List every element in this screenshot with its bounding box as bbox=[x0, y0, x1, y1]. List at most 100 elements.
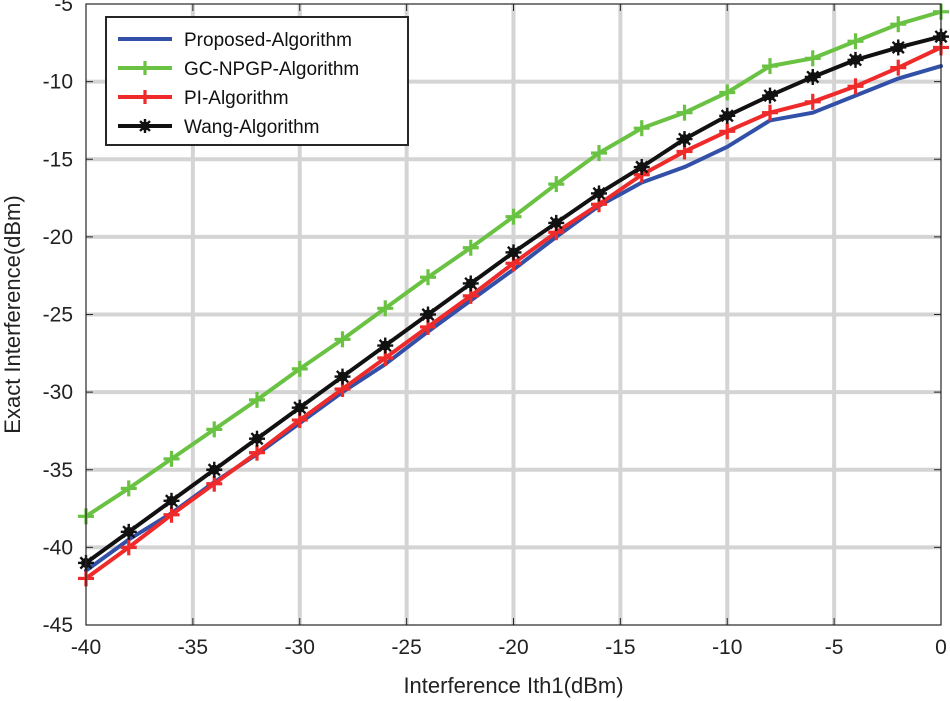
legend-marker-gc-npgp-algorithm bbox=[138, 61, 152, 75]
marker-stroke bbox=[464, 276, 478, 290]
x-tick-label: -40 bbox=[71, 636, 101, 659]
data-point-wang-algorithm bbox=[847, 51, 864, 68]
data-point-gc-npgp-algorithm bbox=[676, 104, 693, 121]
x-tick-label: -30 bbox=[285, 636, 315, 659]
series-gc-npgp-algorithm bbox=[78, 3, 949, 525]
data-point-gc-npgp-algorithm bbox=[762, 58, 778, 75]
marker-stroke bbox=[122, 525, 136, 539]
data-point-gc-npgp-algorithm bbox=[120, 480, 137, 497]
data-point-gc-npgp-algorithm bbox=[719, 84, 736, 101]
data-point-wang-algorithm bbox=[377, 337, 394, 354]
data-point-wang-algorithm bbox=[249, 430, 265, 447]
marker-stroke bbox=[164, 494, 179, 508]
data-point-pi-algorithm bbox=[890, 59, 907, 76]
marker-stroke bbox=[293, 401, 307, 415]
data-point-wang-algorithm bbox=[163, 492, 180, 509]
data-point-wang-algorithm bbox=[462, 275, 479, 292]
marker-stroke bbox=[421, 307, 435, 322]
data-point-pi-algorithm bbox=[120, 539, 137, 556]
legend-marker-pi-algorithm bbox=[138, 90, 152, 104]
marker-stroke bbox=[250, 432, 264, 446]
data-point-gc-npgp-algorithm bbox=[847, 33, 864, 50]
data-point-wang-algorithm bbox=[676, 131, 693, 148]
data-point-gc-npgp-algorithm bbox=[890, 16, 907, 33]
legend-label-proposed-algorithm: Proposed-Algorithm bbox=[184, 30, 352, 51]
marker-stroke bbox=[635, 160, 649, 174]
marker-stroke bbox=[592, 186, 606, 200]
x-tick-label: 0 bbox=[935, 636, 947, 659]
legend-entry-wang-algorithm: Wang-Algorithm bbox=[118, 117, 320, 138]
data-point-gc-npgp-algorithm bbox=[591, 145, 607, 162]
data-point-wang-algorithm bbox=[591, 185, 607, 202]
data-point-wang-algorithm bbox=[890, 39, 907, 56]
data-point-gc-npgp-algorithm bbox=[377, 300, 394, 317]
data-point-gc-npgp-algorithm bbox=[249, 391, 265, 408]
data-point-wang-algorithm bbox=[206, 461, 223, 478]
x-tick-label: -5 bbox=[825, 636, 844, 659]
axis-ticks: -40 -35 -30 -25 -20 -15 -10 -5 0 -5 -10 -15 -20 -25 -3… bbox=[43, 0, 947, 659]
y-tick-label: -5 bbox=[54, 0, 73, 16]
marker-stroke bbox=[720, 109, 734, 123]
data-point-gc-npgp-algorithm bbox=[505, 208, 522, 225]
marker-stroke bbox=[139, 120, 151, 132]
y-tick-label: -35 bbox=[43, 459, 73, 482]
y-tick-label: -10 bbox=[43, 71, 73, 94]
y-tick-label: -45 bbox=[43, 614, 73, 637]
data-point-gc-npgp-algorithm bbox=[633, 120, 650, 137]
x-tick-label: -35 bbox=[178, 636, 208, 659]
data-point-gc-npgp-algorithm bbox=[291, 360, 308, 377]
data-point-gc-npgp-algorithm bbox=[804, 50, 821, 67]
legend-entry-pi-algorithm: PI-Algorithm bbox=[118, 88, 289, 109]
data-point-wang-algorithm bbox=[548, 214, 565, 231]
legend-entry-gc-npgp-algorithm: GC-NPGP-Algorithm bbox=[118, 59, 359, 80]
legend: Proposed-Algorithm GC-NPGP-Algorithm PI-Al… bbox=[105, 16, 409, 146]
data-point-wang-algorithm bbox=[420, 306, 436, 323]
data-point-wang-algorithm bbox=[334, 368, 351, 385]
marker-stroke bbox=[763, 89, 777, 103]
x-tick-label: -10 bbox=[712, 636, 742, 659]
data-point-wang-algorithm bbox=[719, 107, 736, 124]
y-tick-label: -30 bbox=[43, 381, 73, 404]
x-axis-label: Interference Ith1(dBm) bbox=[403, 673, 623, 698]
data-point-pi-algorithm bbox=[206, 475, 223, 492]
data-point-pi-algorithm bbox=[719, 123, 736, 140]
legend-entry-proposed-algorithm: Proposed-Algorithm bbox=[118, 30, 352, 51]
legend-marker-wang-algorithm bbox=[138, 119, 152, 133]
marker-stroke bbox=[378, 339, 392, 353]
data-point-pi-algorithm bbox=[847, 78, 864, 95]
x-tick-label: -15 bbox=[605, 636, 635, 659]
data-point-wang-algorithm bbox=[633, 159, 650, 176]
legend-label-wang-algorithm: Wang-Algorithm bbox=[184, 117, 320, 138]
series-pi-algorithm bbox=[78, 39, 949, 587]
data-point-gc-npgp-algorithm bbox=[334, 331, 351, 348]
marker-stroke bbox=[677, 132, 692, 146]
data-point-pi-algorithm bbox=[163, 506, 180, 523]
marker-stroke bbox=[848, 53, 863, 67]
data-point-gc-npgp-algorithm bbox=[548, 176, 565, 193]
y-tick-label: -25 bbox=[43, 304, 73, 327]
legend-label-gc-npgp-algorithm: GC-NPGP-Algorithm bbox=[184, 59, 359, 80]
y-tick-label: -40 bbox=[43, 536, 73, 559]
series-group bbox=[78, 3, 949, 587]
marker-stroke bbox=[806, 70, 820, 84]
marker-stroke bbox=[335, 370, 350, 384]
data-point-pi-algorithm bbox=[804, 93, 821, 110]
marker-stroke bbox=[549, 216, 563, 230]
y-tick-label: -15 bbox=[43, 148, 73, 171]
data-point-wang-algorithm bbox=[120, 523, 137, 540]
data-point-wang-algorithm bbox=[762, 87, 778, 104]
x-tick-label: -20 bbox=[498, 636, 528, 659]
data-point-gc-npgp-algorithm bbox=[462, 239, 479, 256]
data-point-wang-algorithm bbox=[291, 399, 308, 416]
data-point-pi-algorithm bbox=[249, 444, 265, 461]
y-axis-label: Exact Interference(dBm) bbox=[0, 195, 25, 433]
data-point-wang-algorithm bbox=[804, 68, 821, 85]
data-point-gc-npgp-algorithm bbox=[163, 450, 180, 467]
marker-stroke bbox=[891, 40, 905, 54]
data-point-pi-algorithm bbox=[762, 104, 778, 121]
data-point-wang-algorithm bbox=[505, 244, 522, 261]
data-point-gc-npgp-algorithm bbox=[206, 421, 223, 438]
legend-label-pi-algorithm: PI-Algorithm bbox=[184, 88, 289, 109]
x-tick-label: -25 bbox=[391, 636, 421, 659]
